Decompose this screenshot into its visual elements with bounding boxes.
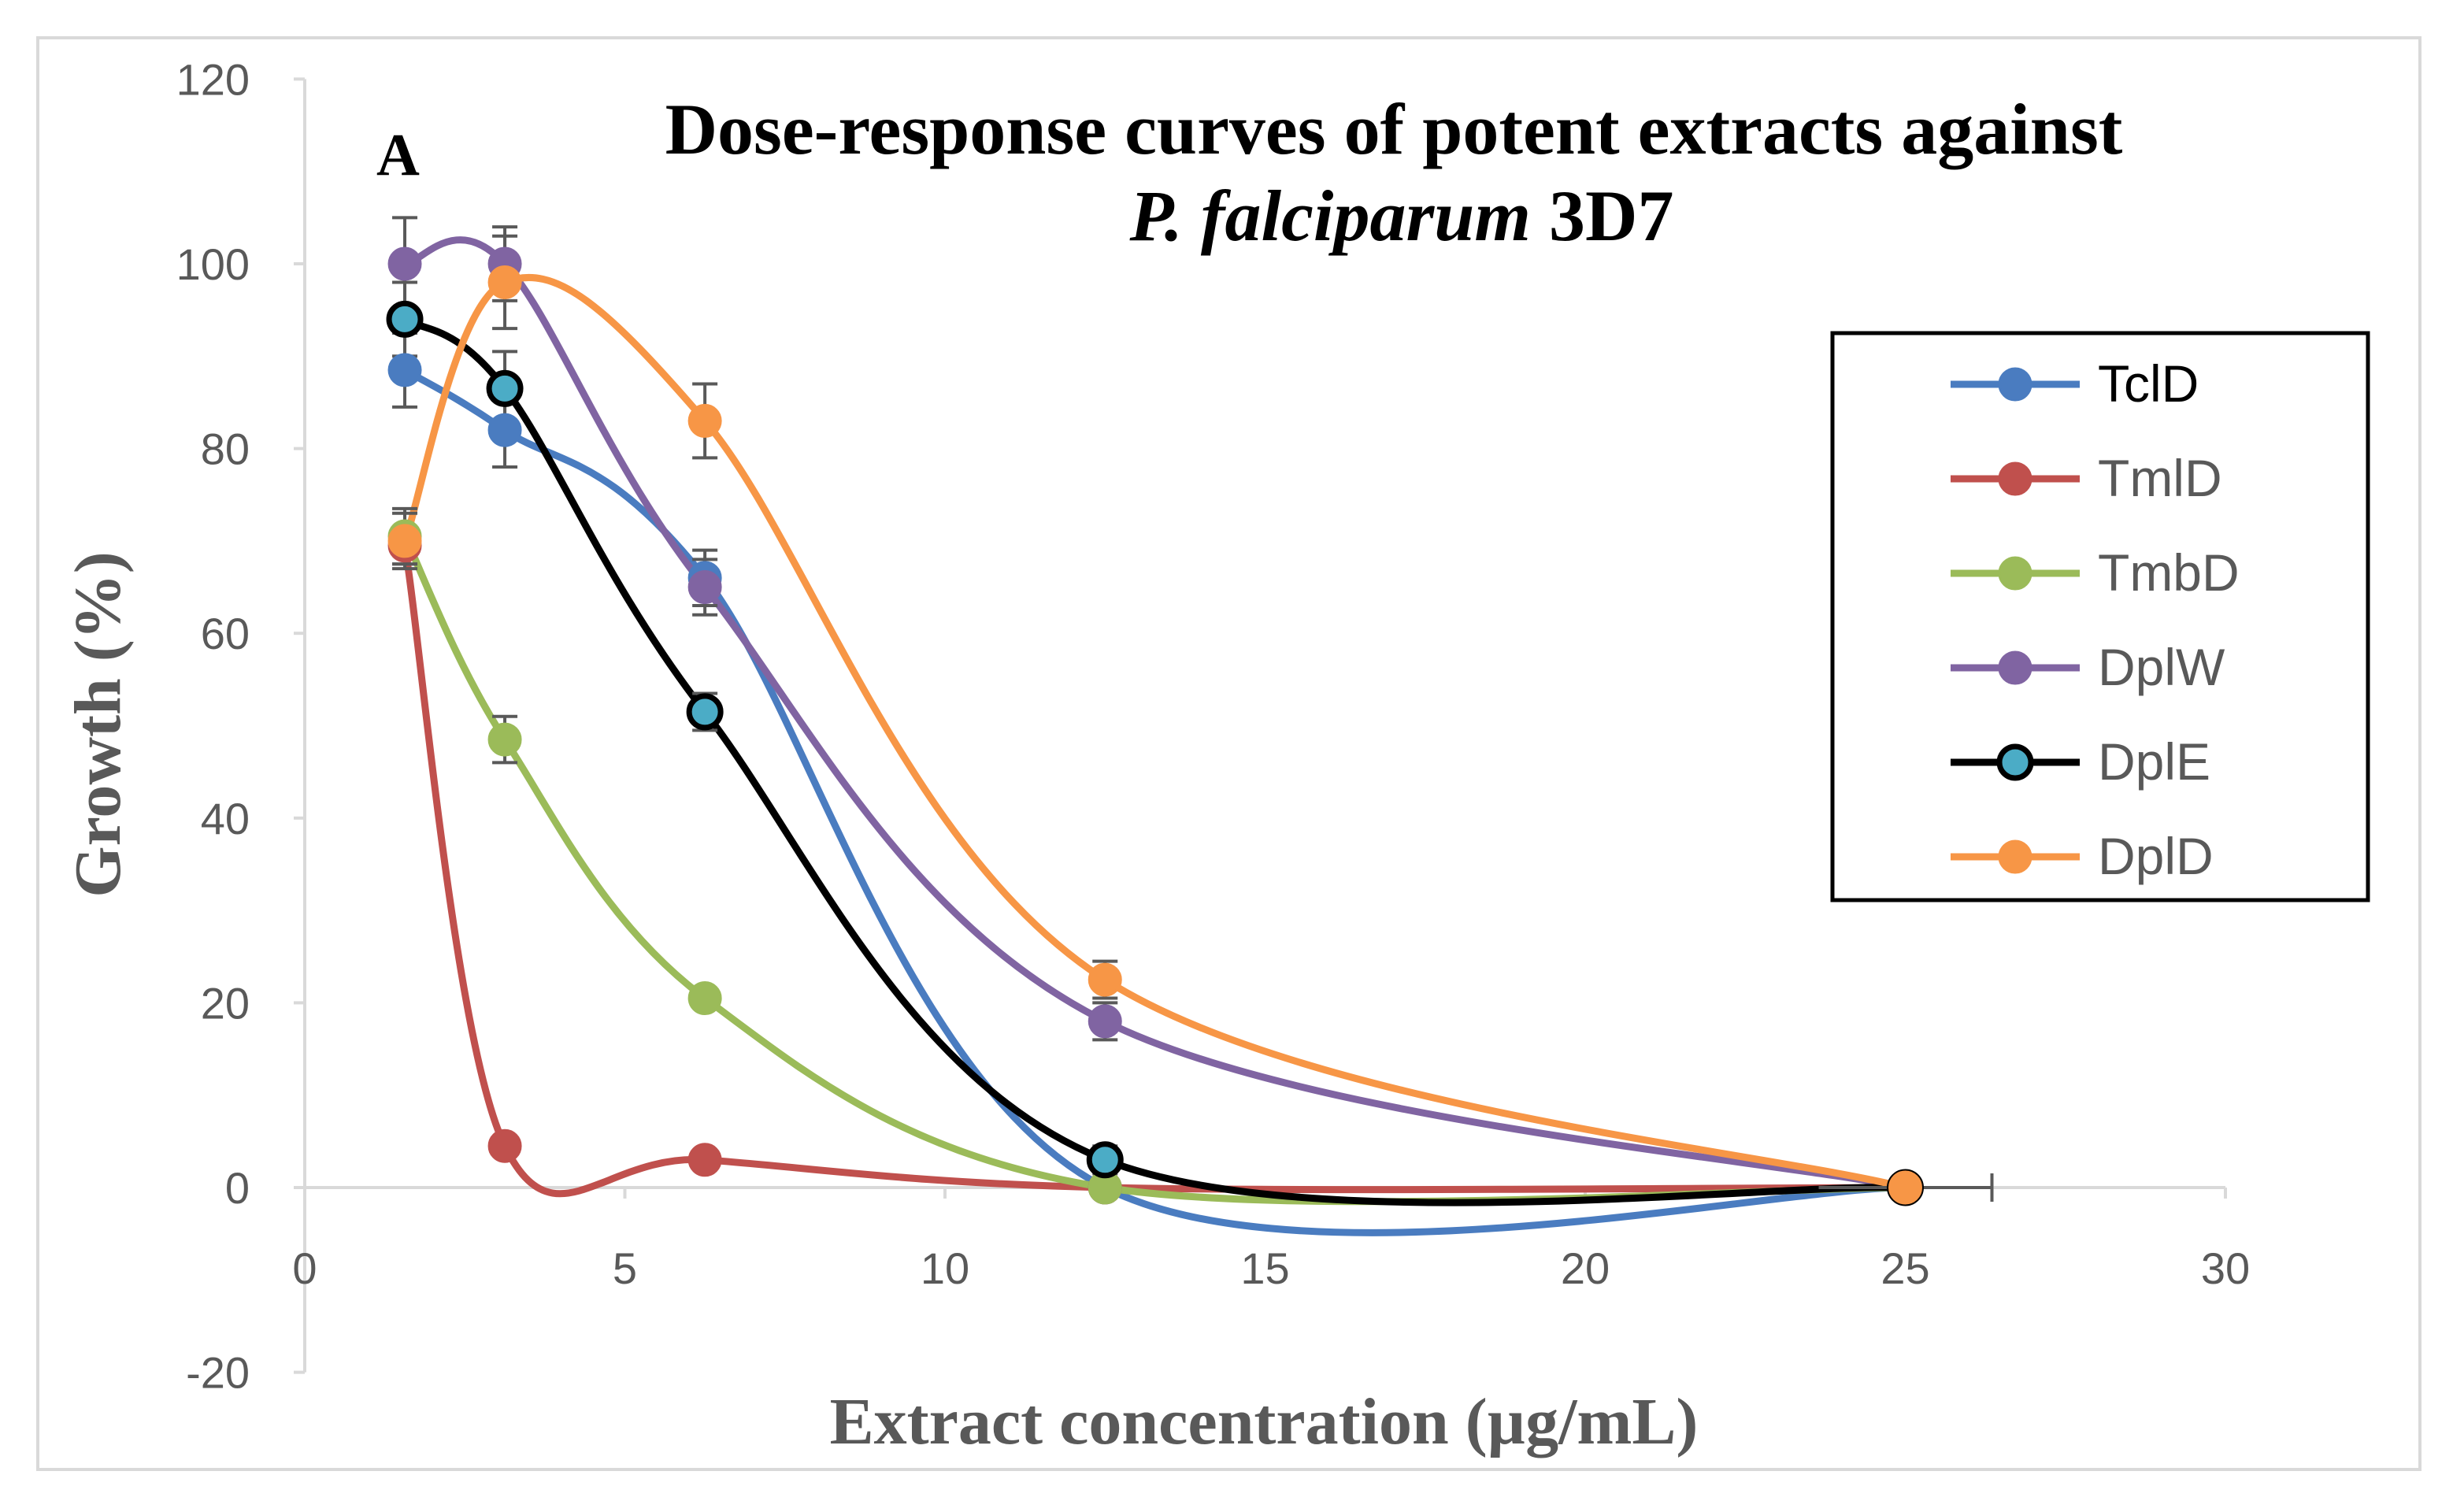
y-tick-label: 80	[201, 424, 250, 474]
data-point-dpld	[487, 265, 522, 299]
data-point-dple	[486, 369, 524, 407]
data-point-dple	[1086, 1141, 1124, 1179]
y-tick-label: 20	[201, 978, 250, 1028]
series-line-dpld	[401, 273, 1909, 1191]
data-point-dpld	[1088, 962, 1122, 997]
legend-box	[1830, 331, 2370, 902]
title-italic-part: P. falciparum	[1129, 176, 1531, 256]
y-tick-label: 40	[201, 794, 250, 843]
legend-marker-tmbd	[1998, 556, 2032, 591]
data-point-dplw	[387, 246, 422, 281]
legend: TclD TmlD TmbD DplW DplE DplD	[1830, 331, 2370, 902]
data-point-tmbd	[687, 981, 722, 1016]
legend-marker-tcld	[1998, 367, 2032, 402]
chart-title-line2: P. falciparum 3D7	[1129, 176, 1674, 256]
data-point-dpld	[687, 403, 722, 438]
data-point-dpld	[387, 524, 422, 558]
legend-marker-tmld	[1998, 461, 2032, 496]
legend-marker-dple	[1996, 743, 2034, 781]
data-point-dple	[386, 300, 424, 338]
data-point-dpld	[1888, 1170, 1922, 1205]
x-tick-label: 30	[2201, 1243, 2250, 1293]
data-point-tcld	[487, 413, 522, 447]
legend-label-dple: DplE	[2098, 732, 2210, 791]
data-point-tcld	[387, 353, 422, 387]
y-tick-label: 0	[225, 1163, 250, 1213]
data-point-dple	[686, 693, 724, 731]
y-tick-label: 100	[176, 239, 250, 289]
x-tick-label: 25	[1881, 1243, 1929, 1293]
tick-labels-group: -20 0 20 40 60 80 100 120 0 5 10 15 20 25 30	[176, 54, 2251, 1397]
data-point-tmld	[687, 1143, 722, 1177]
markers-group	[386, 246, 1924, 1206]
legend-label-tcld: TclD	[2098, 354, 2199, 413]
data-point-dplw	[1088, 1004, 1122, 1039]
data-point-dplw	[687, 570, 722, 605]
data-point-tmbd	[487, 722, 522, 757]
x-tick-label: 10	[921, 1243, 969, 1293]
x-axis-label: Extract concentration (µg/mL)	[830, 1385, 1699, 1458]
x-tick-label: 15	[1240, 1243, 1289, 1293]
x-tick-label: 5	[613, 1243, 637, 1293]
title-rest-part: 3D7	[1531, 176, 1673, 256]
panel-label: A	[376, 122, 420, 188]
series-lines-group	[401, 236, 1909, 1236]
y-tick-label: 120	[176, 54, 250, 104]
y-tick-label: 60	[201, 609, 250, 658]
legend-label-tmbd: TmbD	[2098, 543, 2240, 602]
series-line-tmld	[401, 542, 1909, 1198]
y-tick-label: -20	[186, 1348, 250, 1398]
legend-marker-dpld	[1998, 839, 2032, 874]
x-tick-label: 0	[292, 1243, 317, 1293]
legend-label-tmld: TmlD	[2098, 449, 2222, 507]
legend-label-dplw: DplW	[2098, 638, 2225, 696]
chart-title-line1: Dose-response curves of potent extracts …	[665, 89, 2123, 169]
data-point-tmld	[487, 1128, 522, 1163]
x-tick-label: 20	[1561, 1243, 1610, 1293]
legend-label-dpld: DplD	[2098, 827, 2214, 885]
legend-marker-dplw	[1998, 650, 2032, 685]
y-axis-label: Growth (%)	[61, 551, 135, 897]
